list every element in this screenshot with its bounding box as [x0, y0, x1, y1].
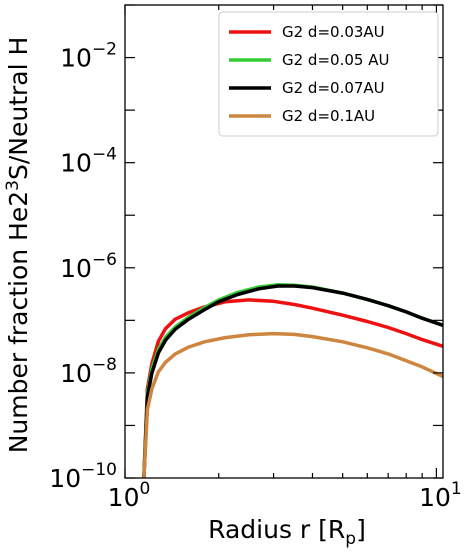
legend-label-1: G2 d=0.03AU — [282, 23, 385, 41]
x-axis-label: Radius r [Rp] — [208, 515, 366, 549]
y-axis-label: Number fraction He23S/Neutral H — [3, 37, 33, 454]
plot-frame — [124, 4, 444, 479]
legend-label-4: G2 d=0.1AU — [282, 107, 375, 125]
series-line-3 — [142, 284, 443, 478]
legend-box — [218, 11, 439, 137]
series-curves — [142, 283, 443, 478]
series-line-1 — [142, 298, 443, 478]
y-tick-label: 10−8 — [60, 355, 117, 388]
axis-ticks — [124, 4, 443, 479]
legend-label-3: G2 d=0.07AU — [282, 79, 385, 97]
x-tick-label: 100 — [108, 479, 151, 512]
x-tick-label: 101 — [419, 479, 462, 512]
y-tick-label: 10−6 — [60, 250, 117, 283]
y-tick-label: 10−10 — [49, 460, 117, 493]
series-line-4 — [142, 331, 443, 478]
y-tick-label: 10−4 — [60, 145, 117, 178]
legend-label-2: G2 d=0.05 AU — [282, 51, 389, 69]
tick-labels: 10−10 10−8 10−6 10−4 10−2 100 101 — [49, 40, 461, 512]
legend: G2 d=0.03AU G2 d=0.05 AU G2 d=0.07AU G2 d=0… — [218, 11, 439, 137]
y-tick-label: 10−2 — [60, 40, 117, 73]
